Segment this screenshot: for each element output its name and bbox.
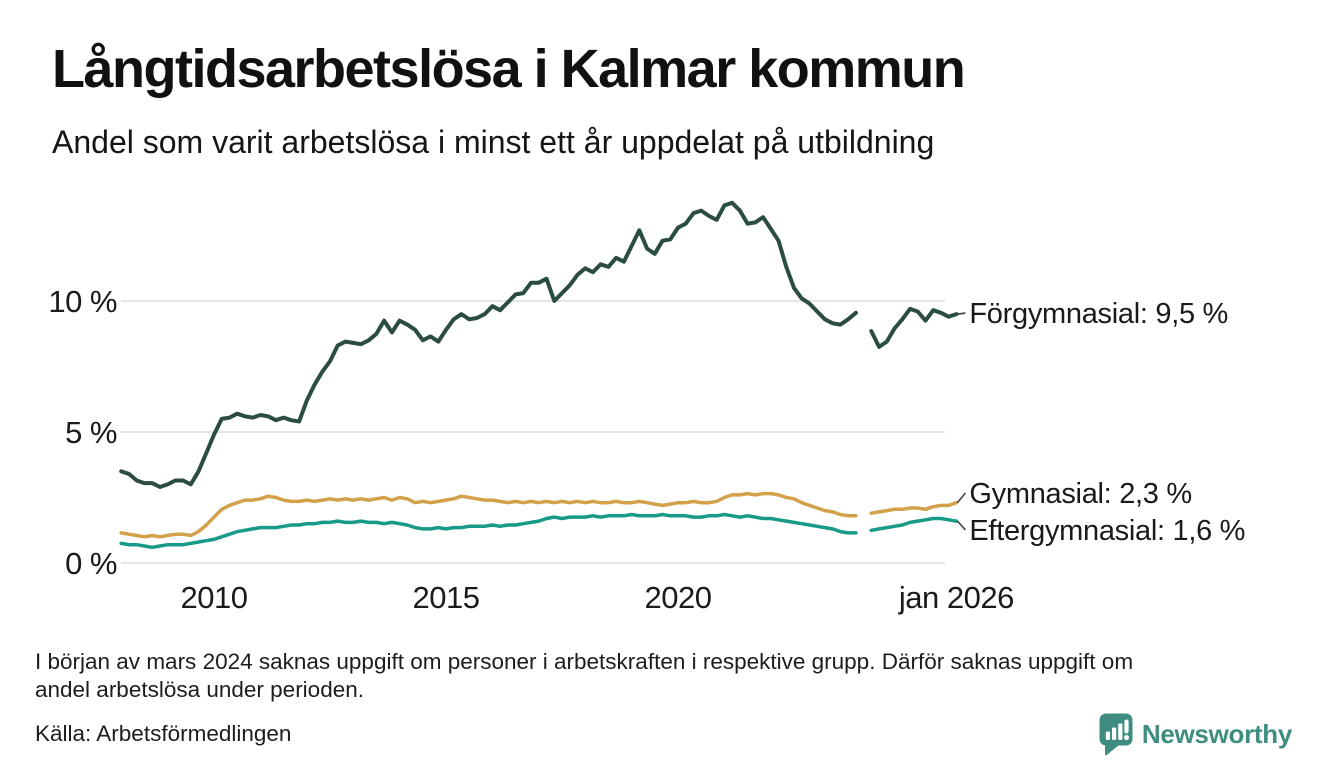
- newsworthy-logo-icon: [1099, 713, 1133, 756]
- y-axis-tick-label: 5 %: [65, 415, 117, 450]
- series-label-eftergymnasial: Eftergymnasial: 1,6 %: [969, 515, 1245, 547]
- newsworthy-brand: Newsworthy: [1098, 712, 1292, 757]
- x-axis-tick-label: 2020: [645, 580, 712, 615]
- chart-footnote: I början av mars 2024 saknas uppgift om …: [35, 648, 1133, 704]
- page-subtitle: Andel som varit arbetslösa i minst ett å…: [52, 124, 935, 160]
- x-axis-tick-label: 2010: [181, 580, 248, 615]
- series-line-gymnasial: [119, 491, 959, 539]
- x-axis-tick-label: jan 2026: [898, 580, 1014, 615]
- newsworthy-logo-text: Newsworthy: [1141, 719, 1292, 749]
- series-line-eftergymnasial: [119, 512, 959, 550]
- x-axis-tick-label: 2015: [413, 580, 480, 615]
- label-connector-förgymnasial: [957, 312, 966, 315]
- series-line-förgymnasial: [119, 200, 959, 489]
- series-label-förgymnasial: Förgymnasial: 9,5 %: [969, 298, 1228, 330]
- source-note: Källa: Arbetsförmedlingen: [35, 721, 292, 746]
- page-title: Långtidsarbetslösa i Kalmar kommun: [52, 39, 966, 99]
- footnote-line-1: I början av mars 2024 saknas uppgift om …: [35, 649, 1134, 674]
- footnote-line-2: andel arbetslösa under perioden.: [35, 677, 364, 702]
- series-label-gymnasial: Gymnasial: 2,3 %: [969, 478, 1191, 510]
- label-connector-eftergymnasial: [956, 520, 967, 531]
- y-axis-tick-label: 10 %: [48, 284, 117, 319]
- label-connector-gymnasial: [956, 492, 967, 504]
- y-axis-tick-label: 0 %: [65, 546, 117, 581]
